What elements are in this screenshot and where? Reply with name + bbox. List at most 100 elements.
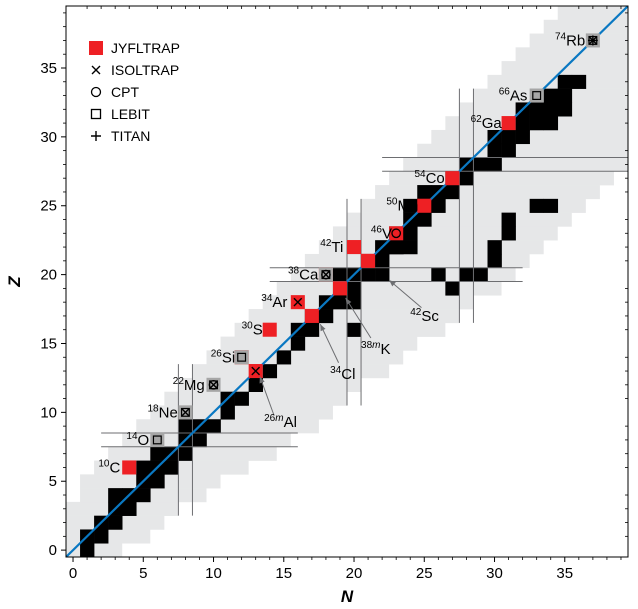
stable-cell — [262, 364, 278, 379]
isoltrap-marker — [209, 380, 218, 390]
known-row — [234, 322, 446, 337]
y-axis-title: Z — [5, 276, 24, 288]
x-tick-label: 10 — [205, 565, 222, 582]
stable-cell — [290, 336, 306, 351]
stable-cell — [136, 460, 151, 475]
stable-cell — [557, 74, 573, 89]
nuclide-30-S — [262, 322, 277, 337]
nuclide-26m-Al — [248, 364, 263, 379]
x-axis-title: N — [341, 587, 354, 606]
x-tick-label: 0 — [69, 565, 77, 582]
nuclide-label-Mg: 22Mg — [173, 376, 205, 394]
stable-cell — [501, 143, 516, 158]
jyfltrap-marker — [262, 322, 277, 337]
stable-cell — [501, 226, 516, 241]
nuclide-label-Ga: 62Ga — [471, 114, 503, 132]
jyfltrap-marker — [347, 240, 362, 255]
known-row — [571, 6, 628, 7]
stable-cell — [417, 185, 432, 200]
nuclide-label-Co: 54Co — [414, 169, 444, 187]
plot-area — [66, 6, 628, 557]
nuclide-74-Rb — [585, 33, 600, 48]
stable-cell — [94, 529, 109, 544]
callout-label-Al: 26mAl — [264, 413, 297, 431]
callout-line — [259, 376, 275, 416]
cpt-marker — [391, 228, 402, 239]
lebit-fill — [234, 350, 249, 365]
y-tick-label: 30 — [40, 129, 57, 146]
isoltrap-marker — [293, 297, 303, 307]
stable-cell — [318, 309, 334, 324]
legend-label: ISOLTRAP — [111, 62, 179, 78]
stable-cell — [122, 501, 137, 516]
stable-cell — [178, 446, 193, 461]
lebit-marker — [237, 352, 247, 362]
plot-frame — [65, 5, 629, 558]
known-row — [192, 364, 390, 379]
nuclide-34-Cl — [304, 308, 319, 323]
callout-arrowhead — [259, 376, 265, 384]
nuclide-label-Ar: 34Ar — [261, 293, 287, 311]
y-tick-label: 10 — [40, 404, 57, 421]
legend: JYFLTRAP ISOLTRAP CPT LEBIT TITAN — [89, 40, 180, 144]
stable-cell — [431, 267, 446, 282]
stable-cell — [332, 295, 348, 310]
nuclide-54-Co — [445, 171, 460, 186]
legend-item-cpt: CPT — [90, 84, 139, 100]
known-row — [557, 6, 628, 21]
stable-cell — [150, 446, 165, 461]
nuclide-22-Mg — [206, 377, 221, 392]
nuclide-66-As — [529, 88, 544, 103]
legend-item-jyfltrap: JYFLTRAP — [89, 40, 180, 56]
y-tick-label: 25 — [40, 198, 57, 215]
callout-label-Cl: 34Cl — [330, 365, 355, 383]
known-row — [262, 295, 474, 310]
jyfltrap-marker — [122, 460, 137, 475]
stable-cell — [403, 240, 418, 255]
stable-cell — [487, 143, 502, 158]
nuclide-42-Ti — [347, 240, 362, 255]
known-row — [332, 226, 558, 241]
nuclide-18-Ne — [178, 405, 193, 420]
cpt-marker — [208, 379, 219, 390]
stable-cell — [543, 102, 559, 117]
isoltrap-marker — [251, 366, 261, 376]
callout-arrowhead — [345, 298, 352, 305]
known-row — [515, 47, 628, 62]
x-tick-label: 15 — [275, 565, 292, 582]
stable-cell — [178, 419, 193, 434]
stable-cell — [375, 253, 390, 269]
stable-cell — [487, 240, 502, 255]
stable-cell — [543, 116, 559, 131]
known-row — [150, 405, 333, 420]
legend-label: CPT — [111, 84, 139, 100]
nuclide-38m-K — [332, 281, 347, 296]
legend-label: LEBIT — [111, 106, 150, 122]
stable-cell — [304, 322, 320, 337]
stable-cell — [459, 171, 474, 186]
stable-cell — [347, 281, 362, 296]
nuclide-label-Mn: 50Mn — [386, 197, 418, 215]
legend-swatch — [90, 86, 102, 98]
stable-nuclides — [80, 74, 587, 557]
nuclide-10-C — [122, 460, 137, 475]
stable-cell — [136, 488, 151, 503]
y-tick-label: 20 — [40, 267, 57, 284]
stable-cell — [529, 198, 544, 213]
known-row — [164, 391, 347, 406]
known-row — [206, 350, 404, 365]
axes: 0 5 10 15 20 25 30 35 0 5 10 15 20 25 30 35 — [40, 6, 628, 582]
titan-marker — [587, 35, 598, 46]
nuclide-46-V — [389, 226, 404, 241]
legend-item-isoltrap: ISOLTRAP — [91, 62, 179, 78]
stable-cell — [501, 129, 516, 145]
nuclide-label-Ne: 18Ne — [147, 403, 177, 421]
stable-cell — [487, 253, 502, 269]
measured-nuclides — [122, 33, 600, 475]
cpt-marker — [321, 269, 331, 280]
nuclide-38-Ca — [318, 267, 333, 282]
nuclide-label-Si: 26Si — [211, 348, 235, 366]
x-tick-label: 5 — [139, 565, 147, 582]
nuclide-label-As: 66As — [499, 87, 528, 105]
